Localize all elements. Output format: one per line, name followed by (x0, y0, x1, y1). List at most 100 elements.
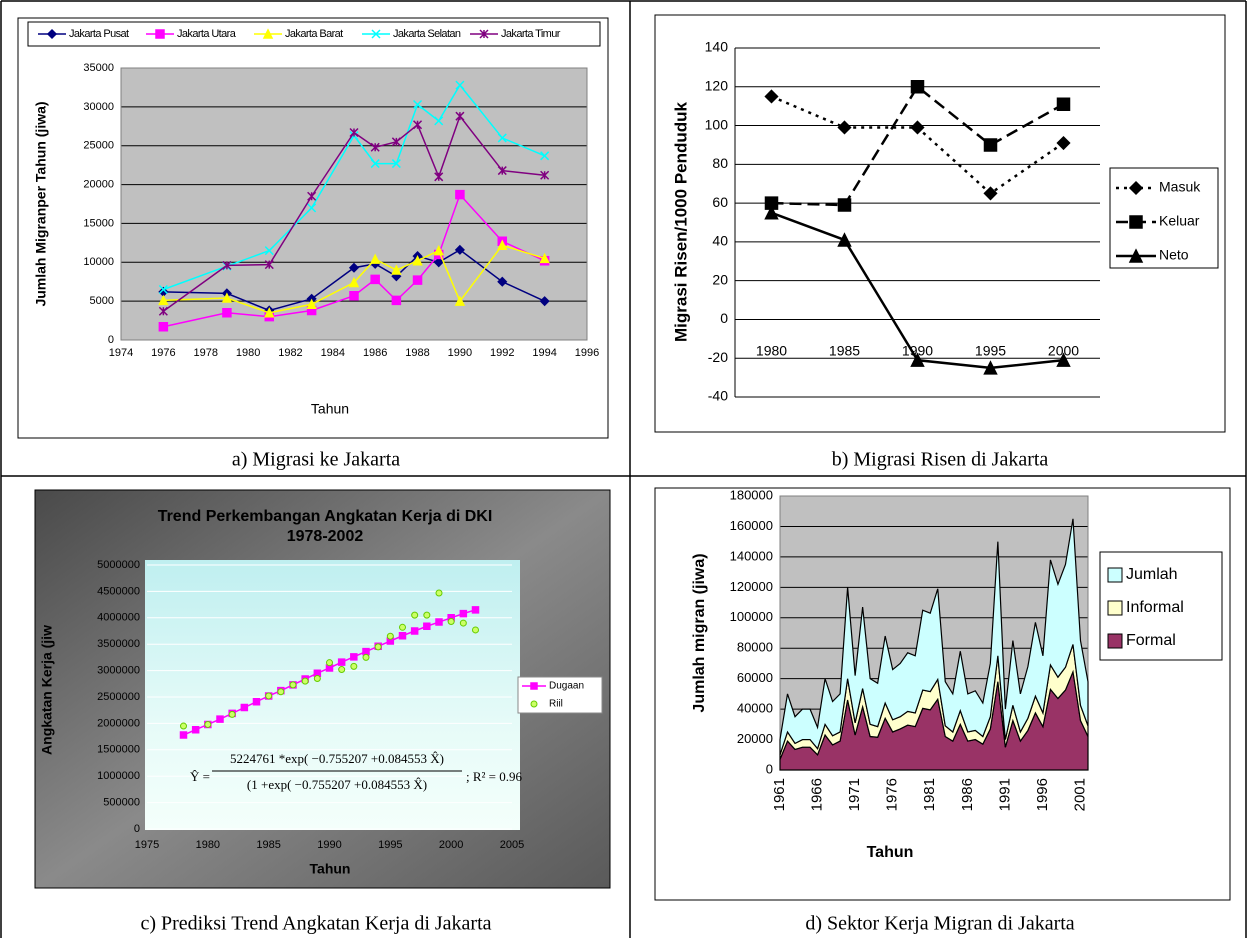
x-tick-label: 2005 (500, 839, 524, 851)
x-tick-label: 1980 (756, 343, 787, 359)
caption: b) Migrasi Risen di Jakarta (832, 449, 1049, 471)
legend-label: Jakarta Barat (285, 28, 343, 40)
legend-label: Jumlah (1126, 566, 1178, 583)
marker (350, 653, 358, 661)
series-line (771, 84, 1065, 207)
x-tick-label: 1976 (884, 778, 901, 811)
marker (370, 159, 380, 169)
x-tick-label: 1980 (236, 347, 260, 359)
marker (338, 666, 346, 673)
x-tick-label: 1966 (809, 778, 826, 811)
marker (459, 619, 467, 627)
marker (837, 198, 852, 212)
marker (350, 662, 358, 670)
marker (1128, 180, 1144, 196)
y-axis-label: Migrasi Risen/1000 Penduduk (671, 101, 690, 342)
caption: a) Migrasi ke Jakarta (232, 449, 400, 471)
marker (1056, 135, 1071, 151)
y-tick-label: 0 (108, 334, 114, 346)
y-tick-label: 4500000 (97, 585, 140, 597)
marker (413, 99, 423, 110)
marker (423, 622, 431, 630)
marker (391, 295, 402, 306)
marker (179, 731, 188, 739)
marker (454, 244, 465, 255)
marker (264, 307, 275, 318)
marker (262, 28, 274, 39)
legend-label: Jakarta Timur (501, 28, 561, 40)
y-tick-label: 3500000 (97, 638, 140, 650)
legend-label: Dugaan (549, 681, 584, 692)
marker (455, 111, 465, 121)
x-tick-label: 1961 (771, 778, 788, 811)
marker (764, 89, 779, 104)
marker (910, 80, 925, 94)
marker (433, 257, 444, 268)
x-tick-label: 1980 (196, 839, 220, 851)
y-tick-label: 180000 (730, 487, 773, 502)
marker (983, 186, 998, 201)
y-tick-label: 4000000 (97, 612, 140, 624)
marker (497, 239, 508, 250)
y-axis-label: Jumlah migran (jiwa) (691, 553, 708, 712)
x-tick-label: 1976 (151, 347, 175, 359)
chart-title: 1978-2002 (287, 528, 364, 545)
area (779, 518, 1089, 755)
marker (398, 632, 407, 640)
marker (301, 677, 309, 685)
legend-label: Masuk (1159, 179, 1201, 195)
legend-swatch (1107, 600, 1123, 616)
y-tick-label: 10000 (83, 256, 114, 268)
y-tick-label: 100 (705, 116, 729, 132)
marker (265, 692, 273, 700)
caption: c) Prediksi Trend Angkatan Kerja di Jaka… (140, 913, 491, 935)
x-tick-label: 1974 (109, 347, 133, 359)
x-tick-label: 1990 (317, 839, 341, 851)
legend-box (27, 21, 601, 47)
y-tick-label: 120000 (730, 579, 773, 594)
y-tick-label: 0 (134, 823, 140, 835)
marker (222, 308, 232, 318)
series-line (163, 83, 545, 291)
y-tick-label: 1000000 (97, 770, 140, 782)
y-axis-label: Angkatan Kerja (jiw (39, 625, 55, 755)
annotation: (1 +exp( −0.755207 +0.084553 X̂) (247, 777, 427, 792)
marker (398, 623, 407, 631)
y-tick-label: 60000 (737, 670, 773, 685)
marker (435, 618, 443, 626)
legend-label: Neto (1159, 247, 1189, 263)
marker (228, 710, 236, 718)
marker (362, 653, 370, 661)
x-tick-label: 1988 (405, 347, 429, 359)
marker (454, 295, 466, 306)
series-line (162, 114, 545, 312)
marker (910, 120, 925, 135)
marker (455, 80, 465, 90)
marker (307, 191, 317, 201)
y-tick-label: 2000000 (97, 717, 140, 729)
marker (539, 252, 550, 264)
x-tick-label: 1996 (1034, 778, 1051, 811)
marker (369, 253, 381, 264)
marker (313, 675, 321, 682)
marker (348, 262, 360, 273)
y-tick-label: 5000 (90, 295, 114, 307)
legend-label: Formal (1126, 632, 1176, 649)
x-tick-label: 1981 (921, 778, 938, 811)
legend-label: Keluar (1159, 213, 1200, 229)
chart-title: Trend Perkembangan Angkatan Kerja di DKI (158, 508, 493, 525)
marker (158, 306, 168, 316)
marker (252, 698, 261, 706)
x-tick-label: 1992 (490, 347, 514, 359)
marker (455, 189, 465, 200)
y-tick-label: 80 (712, 155, 728, 171)
y-tick-label: 500000 (103, 797, 140, 809)
y-tick-label: 1500000 (97, 744, 140, 756)
marker (240, 703, 249, 712)
marker (530, 700, 538, 708)
marker (337, 658, 346, 666)
marker (191, 725, 200, 734)
marker (412, 255, 423, 266)
